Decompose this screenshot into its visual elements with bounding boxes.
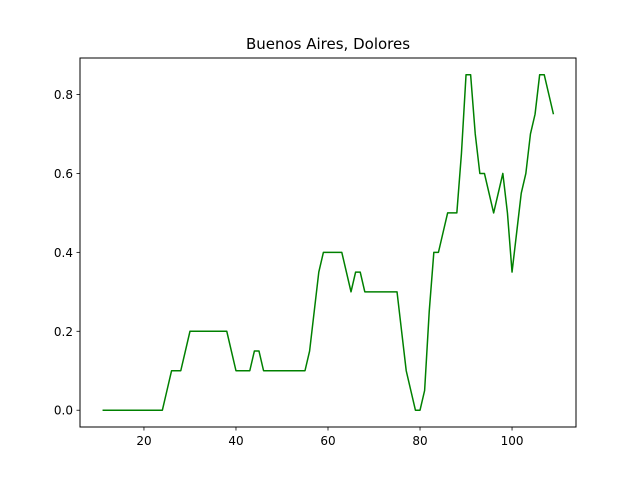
x-tick-label: 80 [412,434,427,448]
y-tick-label: 0.0 [54,404,73,418]
plot-area [102,74,555,411]
x-tick-label: 20 [136,434,151,448]
x-tick-label: 60 [320,434,335,448]
y-tick-label: 0.8 [54,88,73,102]
y-tick-label: 0.4 [54,246,73,260]
x-axis: 20 40 60 80 100 [136,427,523,448]
x-tick-label: 100 [501,434,524,448]
plot-frame [79,57,577,428]
y-tick-label: 0.6 [54,167,73,181]
chart-title: Buenos Aires, Dolores [246,35,410,53]
series-line-0 [102,74,555,411]
x-tick-label: 40 [228,434,243,448]
y-tick-label: 0.2 [54,325,73,339]
y-axis: 0.0 0.2 0.4 0.6 0.8 [54,88,80,418]
